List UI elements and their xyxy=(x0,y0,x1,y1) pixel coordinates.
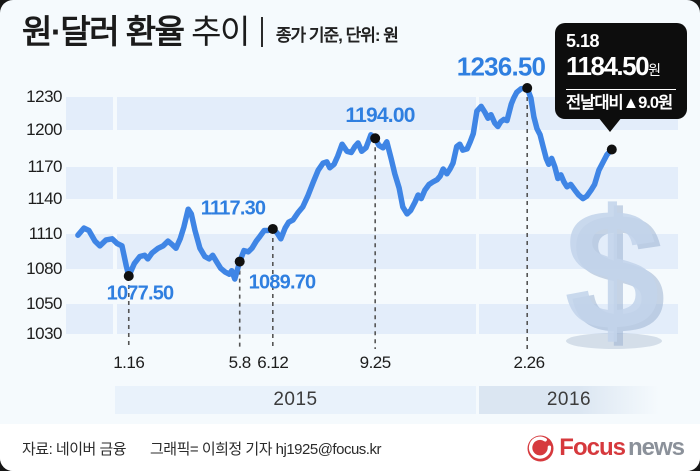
grid-band xyxy=(479,234,678,269)
callout-pointer xyxy=(598,117,622,132)
point-value-label: 1077.50 xyxy=(106,282,174,305)
graphic-credit: 그래픽= 이희정 기자 hj1925@focus.kr xyxy=(150,441,381,458)
dollar-watermark-icon: $ xyxy=(564,174,660,366)
header: 원·달러 환율 추이 종가 기준, 단위: 원 xyxy=(22,13,399,50)
focus-news-logo: Focus news xyxy=(527,434,685,462)
y-tick-label: 1200 xyxy=(26,120,62,139)
callout-divider xyxy=(566,89,676,90)
year-band-2016-label: 2016 xyxy=(546,389,592,410)
grid-band xyxy=(66,167,113,199)
point-value-label: 1089.70 xyxy=(248,271,316,294)
grid-band xyxy=(66,304,113,334)
data-point-marker xyxy=(123,271,134,281)
y-tick-label: 1080 xyxy=(26,259,62,278)
data-point-marker xyxy=(267,223,278,234)
x-tick-label: 2.26 xyxy=(513,353,545,372)
callout-date: 5.18 xyxy=(566,31,600,51)
latest-value-callout: 5.18 1184.50원 전날대비▲9.0원 xyxy=(555,23,687,119)
point-value-label: 1236.50 xyxy=(456,51,546,82)
y-tick-label: 1050 xyxy=(26,294,62,313)
y-tick-label: 1140 xyxy=(27,189,62,208)
year-band-2016: 2016 xyxy=(479,386,659,414)
point-value-label: 1117.30 xyxy=(200,197,266,220)
data-point-marker xyxy=(522,83,533,94)
x-tick-label: 9.25 xyxy=(359,353,392,372)
title-strong: 원·달러 환율 xyxy=(22,13,185,50)
x-tick-label: 1.16 xyxy=(113,353,145,372)
grid-band xyxy=(479,167,678,199)
title-light: 추이 xyxy=(191,13,250,50)
grid-band xyxy=(117,234,476,269)
grid-band xyxy=(117,304,476,334)
chart-subtitle: 종가 기준, 단위: 원 xyxy=(275,26,399,45)
data-point-marker xyxy=(234,256,245,267)
focus-news-swirl-icon xyxy=(527,435,554,461)
footer: 자료: 네이버 금융 그래픽= 이희정 기자 hj1925@focus.kr F… xyxy=(0,424,700,471)
logo-suffix-text: news xyxy=(627,434,685,461)
y-tick-label: 1110 xyxy=(28,224,63,243)
point-value-label: 1194.00 xyxy=(345,104,415,127)
dollar-watermark-back: $ xyxy=(570,178,666,370)
year-band-2015-label: 2015 xyxy=(273,389,318,410)
data-point-marker xyxy=(606,144,617,155)
grid-band xyxy=(66,234,113,269)
grid-band xyxy=(66,97,113,130)
logo-brand-text: Focus xyxy=(559,434,626,461)
y-tick-label: 1030 xyxy=(26,324,62,343)
title-divider xyxy=(260,16,263,47)
y-tick-label: 1170 xyxy=(27,157,62,176)
callout-change: 전날대비▲9.0원 xyxy=(566,94,673,112)
source-credit: 자료: 네이버 금융 xyxy=(22,441,127,458)
x-tick-label: 6.12 xyxy=(257,353,289,372)
page-title: 원·달러 환율 추이 xyxy=(22,13,250,50)
watermark-shadow xyxy=(566,333,662,349)
callout-value-unit: 원 xyxy=(648,62,661,78)
x-tick-label: 5.8 xyxy=(228,353,252,372)
up-arrow-change: ▲9.0원 xyxy=(622,94,673,112)
callout-value: 1184.50원 xyxy=(566,51,661,81)
year-band-2015: 2015 xyxy=(115,386,476,414)
grid-band xyxy=(117,97,476,130)
y-tick-label: 1230 xyxy=(26,87,62,106)
grid-band xyxy=(117,167,476,199)
data-point-marker xyxy=(370,133,381,144)
grid-band xyxy=(479,304,678,334)
